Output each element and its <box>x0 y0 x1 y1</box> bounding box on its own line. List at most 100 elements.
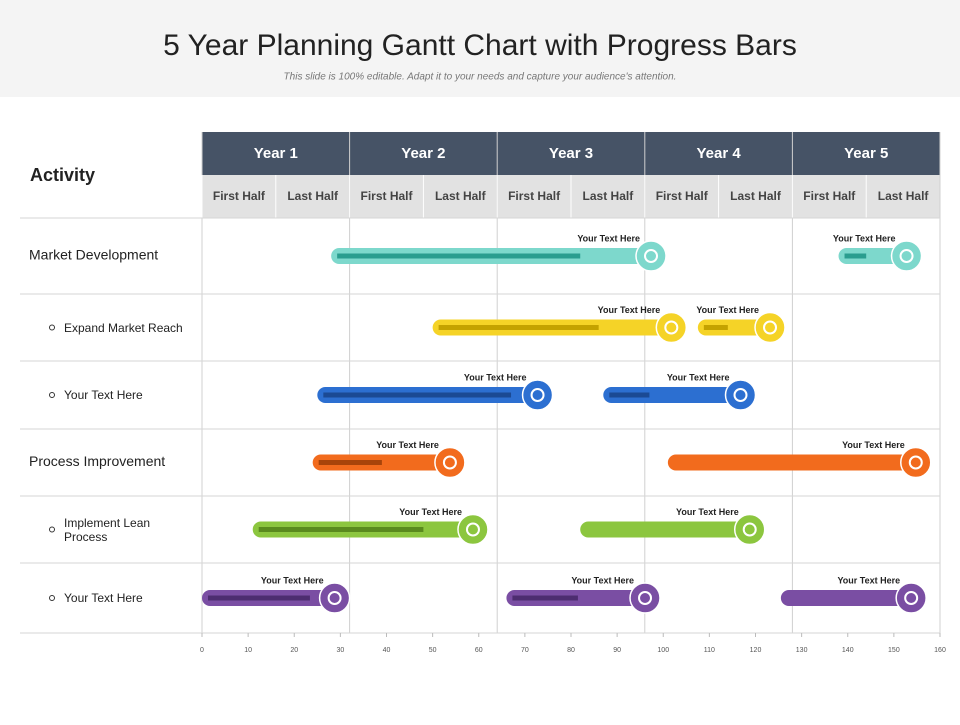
row-label-box: Your Text Here <box>64 388 143 402</box>
task-icon-glyph <box>742 522 757 537</box>
task-icon <box>890 240 923 272</box>
task-icon-glyph <box>644 249 659 263</box>
row-label: Your Text Here <box>64 591 143 605</box>
x-tick-label: 20 <box>290 647 298 654</box>
x-tick-label: 150 <box>888 647 900 654</box>
progress-bar <box>208 595 310 601</box>
task-label: Your Text Here <box>571 575 634 585</box>
title-band <box>0 0 960 97</box>
progress-bar <box>258 527 424 532</box>
row-label-box: Expand Market Reach <box>64 320 183 335</box>
year-label: Year 4 <box>696 145 741 162</box>
half-label: First Half <box>360 189 413 203</box>
task-icon <box>629 582 661 614</box>
task-bar <box>780 590 917 606</box>
row-label: Market Development <box>29 247 158 263</box>
chart-title: 5 Year Planning Gantt Chart with Progres… <box>163 29 797 62</box>
bullet <box>49 392 55 398</box>
task-icon-glyph <box>904 591 919 605</box>
progress-bar <box>844 253 867 259</box>
task-label: Your Text Here <box>598 305 661 315</box>
task-label: Your Text Here <box>696 305 759 315</box>
progress-bar <box>337 253 581 259</box>
task-icon <box>457 513 489 546</box>
task-icon <box>895 582 927 614</box>
task-icon-glyph <box>638 591 653 605</box>
task-bar <box>603 387 746 403</box>
half-label: Last Half <box>583 189 635 203</box>
progress-bar <box>323 392 512 398</box>
task-label: Your Text Here <box>833 233 896 243</box>
task-icon-glyph <box>442 455 457 470</box>
task-icon-glyph <box>899 249 914 263</box>
half-label: First Half <box>213 189 266 203</box>
task-icon <box>434 446 466 479</box>
progress-bar <box>318 460 382 465</box>
task-bar <box>667 454 921 471</box>
chart-subtitle: This slide is 100% editable. Adapt it to… <box>284 72 677 83</box>
x-tick-label: 100 <box>657 647 669 654</box>
task-icon <box>733 513 766 546</box>
x-tick-label: 60 <box>475 647 483 654</box>
row-label-box: Your Text Here <box>64 591 143 605</box>
task-icon <box>635 240 667 272</box>
year-label: Year 3 <box>549 145 593 162</box>
half-label: Last Half <box>730 189 782 203</box>
row-label: Implement Lean Process <box>64 515 151 544</box>
row-label: Process Improvement <box>29 453 165 469</box>
task-icon <box>754 311 786 344</box>
row-label-box: Implement Lean Process <box>64 515 151 544</box>
x-tick-label: 130 <box>796 647 808 654</box>
task-label: Your Text Here <box>376 440 439 450</box>
task-icon <box>724 379 757 411</box>
x-tick-label: 0 <box>200 647 204 654</box>
progress-bar <box>609 392 650 398</box>
task-label: Your Text Here <box>676 507 739 517</box>
x-tick-label: 50 <box>429 647 437 654</box>
half-label: First Half <box>508 189 561 203</box>
year-label: Year 5 <box>844 145 888 162</box>
progress-bar <box>438 325 599 330</box>
x-tick-label: 30 <box>336 647 344 654</box>
task-bar <box>506 590 651 606</box>
task-label: Your Text Here <box>837 575 900 585</box>
year-label: Year 2 <box>401 145 445 162</box>
half-label: Last Half <box>878 189 930 203</box>
task-label: Your Text Here <box>464 372 527 382</box>
bullet <box>49 324 55 331</box>
task-icon-glyph <box>327 591 342 605</box>
x-tick-label: 70 <box>521 647 529 654</box>
row-header: Activity <box>30 165 95 185</box>
task-bar <box>312 454 455 471</box>
task-icon-glyph <box>465 522 480 537</box>
task-label: Your Text Here <box>577 233 640 243</box>
task-label: Your Text Here <box>261 575 324 585</box>
x-tick-label: 120 <box>750 647 762 654</box>
x-tick-label: 110 <box>704 647 715 654</box>
bullet <box>49 595 55 601</box>
task-icon-glyph <box>530 388 545 402</box>
task-icon <box>521 379 554 411</box>
task-icon <box>900 446 932 479</box>
task-icon <box>655 311 688 344</box>
year-label: Year 1 <box>254 145 298 162</box>
half-label: First Half <box>656 189 709 203</box>
task-label: Your Text Here <box>667 372 730 382</box>
task-bar <box>580 521 755 538</box>
task-icon <box>318 582 351 614</box>
progress-bar <box>703 325 728 330</box>
row-label: Expand Market Reach <box>64 320 183 335</box>
task-icon-glyph <box>664 320 679 335</box>
x-tick-label: 90 <box>613 647 621 654</box>
x-tick-label: 10 <box>244 647 252 654</box>
task-label: Your Text Here <box>842 440 905 450</box>
x-tick-label: 80 <box>567 647 575 654</box>
task-icon-glyph <box>763 320 778 335</box>
half-label: Last Half <box>287 189 339 203</box>
progress-bar <box>512 595 578 601</box>
half-label: Last Half <box>435 189 487 203</box>
task-label: Your Text Here <box>399 507 462 517</box>
task-icon-glyph <box>733 388 748 402</box>
task-icon-glyph <box>908 455 923 470</box>
